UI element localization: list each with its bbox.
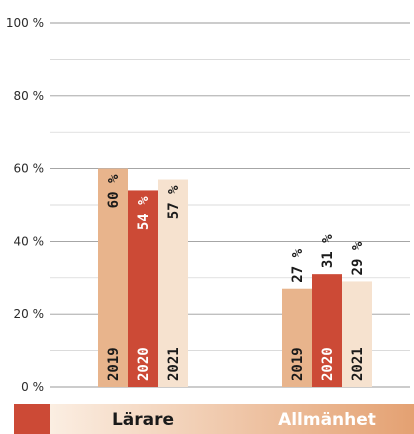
y-tick-label: 100 %	[6, 16, 44, 30]
bar-value-label: 31 %	[320, 234, 336, 268]
bar-series-label: 2021	[350, 347, 366, 381]
y-tick-label: 80 %	[14, 89, 45, 103]
bar-value-label: 27 %	[290, 248, 306, 282]
bar-series-label: 2020	[320, 347, 336, 381]
bar-value-label: 60 %	[106, 174, 122, 208]
category-label: Lärare	[112, 410, 174, 430]
category-label: Allmänhet	[278, 410, 376, 430]
y-tick-label: 60 %	[14, 162, 45, 176]
y-tick-label: 20 %	[14, 307, 45, 321]
bar-value-label: 54 %	[136, 196, 152, 230]
y-tick-label: 0 %	[21, 380, 44, 394]
y-axis-ticks: 0 % 20 % 40 % 60 % 80 % 100 %	[6, 16, 44, 394]
bar-series-label: 2021	[166, 347, 182, 381]
bar-series-label: 2019	[290, 347, 306, 381]
bar-value-label: 29 %	[350, 241, 366, 275]
y-tick-label: 40 %	[14, 234, 45, 248]
bar-series-label: 2020	[136, 347, 152, 381]
category-band: Lärare Allmänhet	[14, 404, 414, 434]
bar-series-label: 2019	[106, 347, 122, 381]
bar-value-label: 57 %	[166, 185, 182, 219]
band-swatch	[14, 404, 50, 434]
